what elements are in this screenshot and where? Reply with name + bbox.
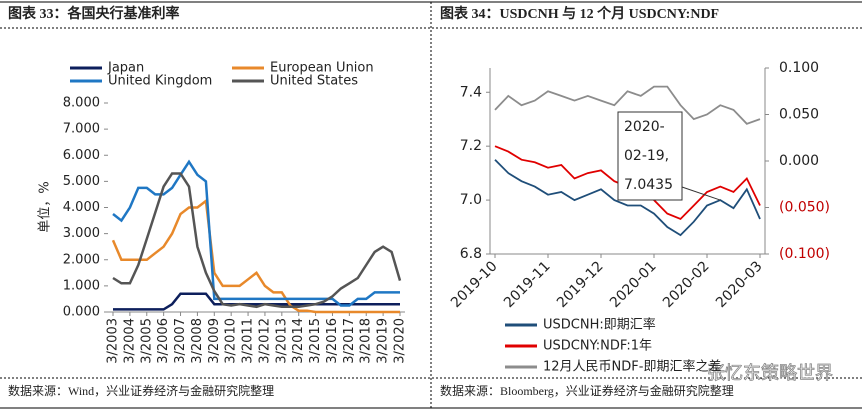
x-tick-label: 2020-03: [713, 258, 766, 311]
x-tick-label: 3/2018: [359, 318, 374, 364]
x-tick-label: 3/2010: [224, 318, 239, 364]
x-tick-label: 2019-12: [554, 258, 607, 311]
x-tick-label: 3/2013: [274, 318, 289, 364]
y2-tick-label: (0.100): [779, 246, 830, 262]
x-tick-label: 2020-02: [660, 258, 713, 311]
y2-tick-label: 0.050: [779, 107, 819, 123]
x-tick-label: 2020-01: [607, 258, 660, 311]
x-tick-label: 3/2014: [291, 318, 306, 364]
y-tick-label: 0.000: [63, 305, 100, 320]
x-tick-label: 3/2016: [325, 318, 340, 364]
x-tick-label: 3/2003: [106, 318, 121, 364]
y-tick-label: 7.4: [460, 84, 482, 100]
legend-label: USDCNH:即期汇率: [543, 317, 656, 333]
x-tick-label: 3/2015: [308, 318, 323, 364]
series-line: [112, 172, 402, 309]
y-tick-label: 3.000: [63, 226, 100, 241]
x-tick-label: 3/2006: [156, 318, 171, 364]
series-line: [494, 159, 761, 237]
x-tick-label: 3/2012: [257, 318, 272, 364]
legend-label: United Kingdom: [108, 74, 212, 89]
x-tick-label: 3/2011: [241, 318, 256, 364]
x-tick-label: 3/2008: [190, 318, 205, 364]
y-tick-label: 1.000: [63, 278, 100, 293]
legend-label: United States: [270, 74, 358, 89]
y-tick-label: 7.2: [460, 138, 482, 154]
annotation-text: 02-19,: [624, 148, 669, 164]
y-tick-label: 6.8: [460, 246, 482, 262]
chart-title: 图表 33：各国央行基准利率: [8, 5, 180, 22]
y-tick-label: 7.000: [63, 122, 100, 137]
x-tick-label: 3/2019: [376, 318, 391, 364]
source: 数据来源：Wind，兴业证券经济与金融研究院整理: [8, 383, 274, 398]
series-line: [111, 198, 400, 314]
series-line: [494, 85, 761, 125]
y-axis-label: 单位，%: [38, 181, 53, 232]
legend-label: 12月人民币NDF-即期汇率之差: [543, 359, 721, 375]
annotation-leader: [681, 186, 721, 201]
y2-tick-label: (0.050): [779, 200, 830, 216]
annotation-text: 2020-: [624, 119, 665, 135]
chart-title: 图表 34：USDCNH 与 12 个月 USDCNY:NDF: [440, 5, 719, 22]
legend-label: Japan: [107, 61, 144, 76]
x-tick-label: 2019-11: [501, 258, 554, 311]
series-line: [112, 159, 400, 307]
x-tick-label: 3/2007: [173, 318, 188, 364]
annotation-text: 7.0435: [624, 177, 673, 193]
x-tick-label: 3/2017: [342, 318, 357, 364]
source: 数据来源：Bloomberg，兴业证券经济与金融研究院整理: [440, 383, 734, 398]
legend-label: USDCNY:NDF:1年: [543, 339, 652, 354]
watermark: 张忆东策略世界: [707, 363, 833, 384]
x-tick-label: 3/2004: [122, 318, 137, 364]
y-tick-label: 4.000: [63, 200, 100, 215]
y2-tick-label: 0.000: [779, 153, 819, 169]
y-tick-label: 8.000: [63, 96, 100, 111]
y2-tick-label: 0.100: [779, 60, 819, 76]
legend-label: European Union: [270, 61, 374, 76]
y-tick-label: 6.000: [63, 148, 100, 163]
y-tick-label: 5.000: [63, 174, 100, 189]
x-tick-label: 2019-10: [448, 258, 501, 311]
x-tick-label: 3/2020: [393, 318, 408, 364]
x-tick-label: 3/2009: [207, 318, 222, 364]
y-tick-label: 7.0: [460, 192, 482, 208]
x-tick-label: 3/2005: [139, 318, 154, 364]
annotation-box: [617, 111, 683, 201]
y-tick-label: 2.000: [63, 252, 100, 267]
